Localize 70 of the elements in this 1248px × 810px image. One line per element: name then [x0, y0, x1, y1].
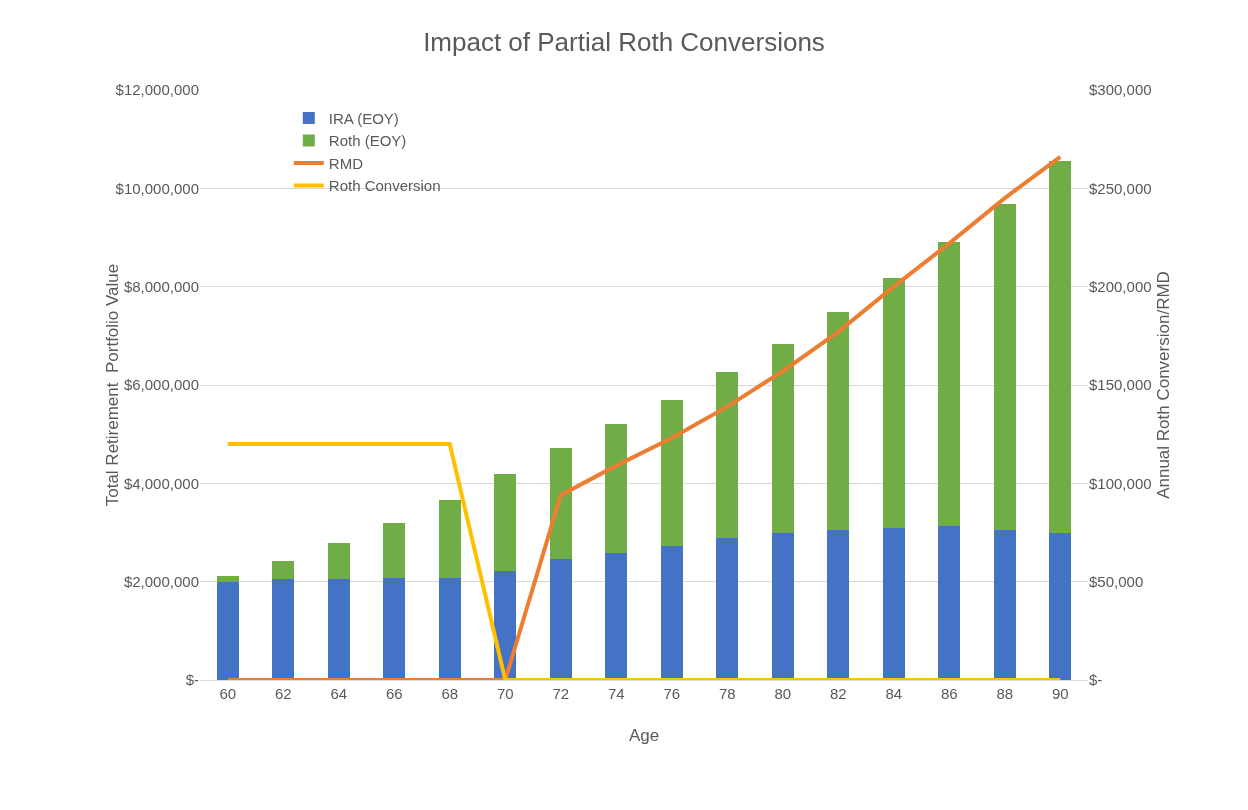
bar — [882, 277, 905, 529]
legend-label: Roth (EOY) — [328, 132, 407, 150]
y-tick-label: $4,000,000 — [123, 474, 199, 492]
x-tick-label: 86 — [940, 685, 958, 702]
bar — [771, 344, 794, 533]
y2-axis-title: Annual Roth Conversion/RMD — [1153, 271, 1173, 499]
bar — [383, 523, 406, 579]
line-series — [225, 154, 1063, 680]
bar — [549, 559, 572, 680]
x-tick-label: 70 — [496, 685, 514, 702]
bar — [827, 311, 850, 531]
x-tick-label: 64 — [330, 685, 348, 702]
y2-tick-label: $100,000 — [1089, 474, 1152, 492]
bar — [272, 561, 295, 580]
x-tick-label: 62 — [274, 685, 292, 702]
x-tick-label: 60 — [219, 685, 237, 702]
legend-label: IRA (EOY) — [328, 109, 399, 127]
x-tick-label: 74 — [607, 685, 625, 702]
y-tick-label: $10,000,000 — [115, 179, 199, 197]
bar — [993, 530, 1016, 680]
bar — [827, 530, 850, 680]
x-tick-label: 90 — [1051, 685, 1069, 702]
bar — [327, 543, 350, 580]
bar — [716, 372, 739, 539]
bar — [272, 579, 295, 680]
x-tick-label: 82 — [829, 685, 847, 702]
x-tick-label: 72 — [552, 685, 570, 702]
y-tick-label: $2,000,000 — [123, 572, 199, 590]
y2-tick-label: $50,000 — [1089, 572, 1144, 590]
bar — [216, 581, 239, 680]
bar — [993, 203, 1016, 531]
bar — [938, 526, 961, 680]
y2-tick-label: $150,000 — [1089, 376, 1152, 394]
bar — [383, 578, 406, 680]
y-tick-label: $8,000,000 — [123, 277, 199, 295]
x-tick-label: 66 — [385, 685, 403, 702]
x-tick-label: 80 — [774, 685, 792, 702]
bar — [660, 545, 683, 680]
bar — [882, 528, 905, 680]
x-axis-title: Age — [628, 726, 660, 745]
y-tick-label: $6,000,000 — [123, 376, 199, 394]
y-axis-title: Total Retirement Portfolio Value — [102, 263, 122, 507]
bar — [771, 532, 794, 680]
bar — [438, 499, 461, 579]
bar — [549, 447, 572, 560]
bar — [494, 473, 517, 572]
x-tick-label: 84 — [885, 685, 903, 702]
y2-tick-label: $- — [1089, 671, 1103, 689]
y2-tick-label: $200,000 — [1089, 277, 1152, 295]
bar — [660, 399, 683, 546]
y-tick-label: $12,000,000 — [115, 81, 199, 99]
x-tick-label: 76 — [663, 685, 681, 702]
bar — [1049, 532, 1072, 680]
chart-title: Impact of Partial Roth Conversions — [423, 26, 825, 57]
bar — [327, 579, 350, 680]
bar — [605, 552, 628, 680]
legend-label: RMD — [328, 154, 364, 172]
y2-tick-label: $300,000 — [1089, 81, 1152, 99]
bar — [938, 241, 961, 527]
bar — [216, 576, 239, 582]
legend-label: Roth Conversion — [328, 177, 441, 195]
x-tick-label: 88 — [996, 685, 1014, 702]
y-tick-label: $- — [185, 671, 199, 689]
bar — [1049, 160, 1072, 533]
bar — [716, 538, 739, 680]
y2-tick-label: $250,000 — [1089, 179, 1152, 197]
bar — [605, 424, 628, 553]
bar — [438, 578, 461, 680]
x-tick-label: 68 — [441, 685, 459, 702]
x-tick-label: 78 — [718, 685, 736, 702]
